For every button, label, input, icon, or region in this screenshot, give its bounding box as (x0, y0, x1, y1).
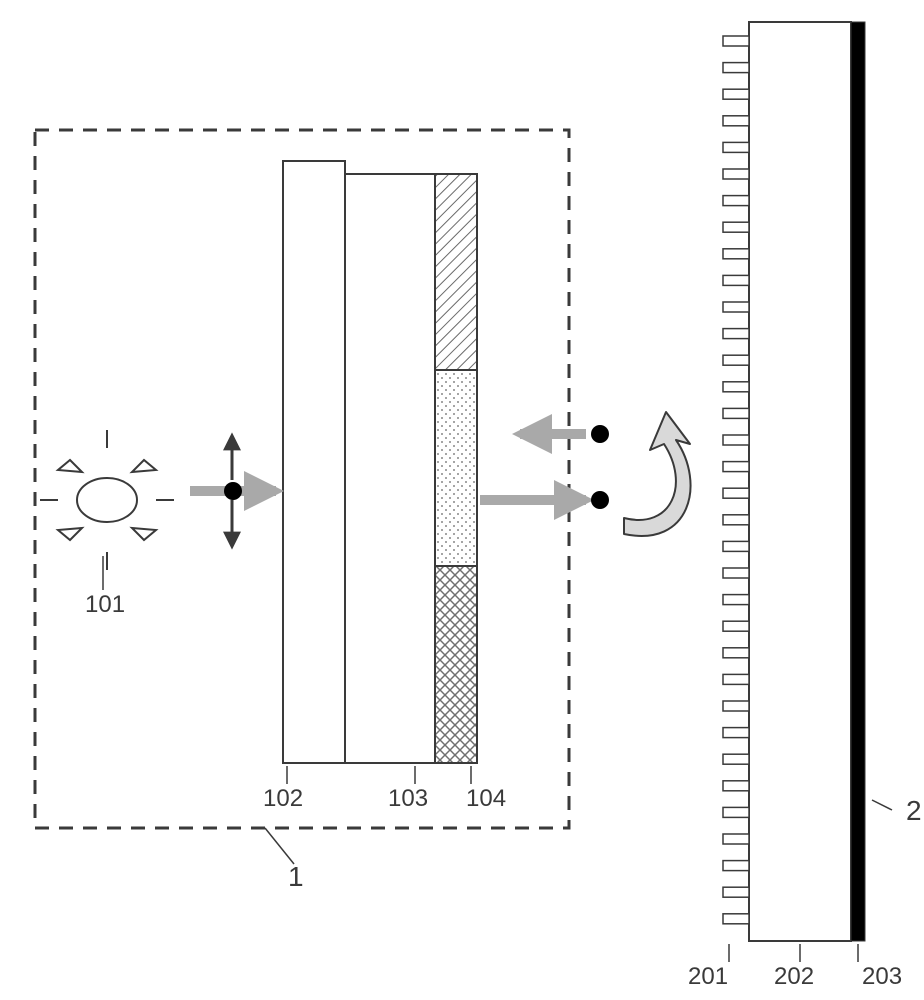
fin-201 (723, 595, 749, 605)
label-group-1: 1 (288, 861, 304, 892)
rect-202 (749, 22, 851, 941)
fin-201 (723, 196, 749, 206)
fin-201 (723, 488, 749, 498)
fin-201 (723, 355, 749, 365)
rect-203 (851, 22, 865, 941)
fin-201 (723, 701, 749, 711)
label-103: 103 (388, 785, 428, 812)
rect-104-seg-hatch (435, 174, 477, 370)
fin-201 (723, 89, 749, 99)
label-201: 201 (688, 963, 728, 990)
fin-201 (723, 807, 749, 817)
fin-201 (723, 63, 749, 73)
fin-201 (723, 142, 749, 152)
fin-201 (723, 222, 749, 232)
fin-201 (723, 515, 749, 525)
fin-201 (723, 781, 749, 791)
sun-icon (77, 478, 137, 522)
fin-201 (723, 382, 749, 392)
rect-104-seg-dots (435, 370, 477, 566)
rect-104-seg-cross (435, 566, 477, 763)
fin-201 (723, 914, 749, 924)
fin-201 (723, 621, 749, 631)
rect-103 (345, 174, 435, 763)
fin-201 (723, 568, 749, 578)
fin-201 (723, 329, 749, 339)
label-104: 104 (466, 785, 506, 812)
fin-201 (723, 754, 749, 764)
fin-201 (723, 541, 749, 551)
label-group-2: 2 (906, 795, 922, 826)
fin-201 (723, 435, 749, 445)
fin-201 (723, 249, 749, 259)
fin-201 (723, 302, 749, 312)
label-101: 101 (85, 591, 125, 618)
fin-201 (723, 462, 749, 472)
fin-201 (723, 648, 749, 658)
arrow-curved-return (624, 412, 691, 536)
label-203: 203 (862, 963, 902, 990)
fin-201 (723, 408, 749, 418)
rect-102 (283, 161, 345, 763)
fin-201 (723, 36, 749, 46)
label-202: 202 (774, 963, 814, 990)
fin-201 (723, 116, 749, 126)
fin-201 (723, 834, 749, 844)
fin-201 (723, 275, 749, 285)
fin-201 (723, 169, 749, 179)
label-102: 102 (263, 785, 303, 812)
fin-201 (723, 674, 749, 684)
fin-201 (723, 728, 749, 738)
fin-201 (723, 861, 749, 871)
fin-201 (723, 887, 749, 897)
